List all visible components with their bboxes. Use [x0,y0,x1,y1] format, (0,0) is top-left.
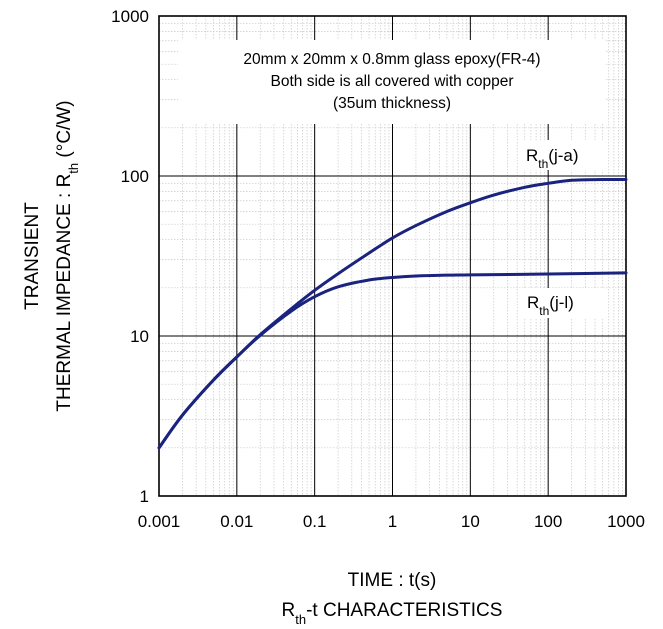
annotation-background [178,40,606,124]
y-tick-labels: 1 10 100 1000 [111,7,149,506]
grid [159,16,626,496]
chart-caption: Rth-t CHARACTERISTICS [282,600,503,627]
x-tick-labels: 0.001 0.01 0.1 1 10 100 1000 [138,512,645,531]
series-layer [157,178,628,450]
x-tick-label: 0.1 [303,512,327,531]
series-label-bg-ja [518,140,604,170]
annotation-box: 20mm x 20mm x 0.8mm glass epoxy(FR-4) Bo… [178,40,606,124]
series-label-jl: Rth(j-l) [527,293,574,318]
x-tick-label: 1 [388,512,397,531]
annotation-line-3: (35um thickness) [333,95,451,112]
series-label-bg-jl [518,288,604,318]
series-line-j-l [157,271,628,450]
series-label-ja: Rth(j-a) [526,146,579,171]
y-tick-label: 1 [140,487,149,506]
plot-frame [158,15,627,497]
annotation-line-2: Both side is all covered with copper [271,73,514,90]
x-axis-label: TIME : t(s) [348,570,437,591]
annotation-line-1: 20mm x 20mm x 0.8mm glass epoxy(FR-4) [243,51,540,68]
x-tick-label: 100 [534,512,562,531]
y-tick-label: 100 [121,167,149,186]
y-axis-label-line-1: TRANSIENT [22,202,43,310]
x-tick-label: 1000 [607,512,645,531]
x-tick-label: 0.01 [220,512,253,531]
y-axis-label-line-2: THERMAL IMPEDANCE : Rth (°C/W) [54,100,81,411]
y-tick-label: 1000 [111,7,149,26]
x-tick-label: 0.001 [138,512,181,531]
y-tick-label: 10 [130,327,149,346]
x-tick-label: 10 [461,512,480,531]
